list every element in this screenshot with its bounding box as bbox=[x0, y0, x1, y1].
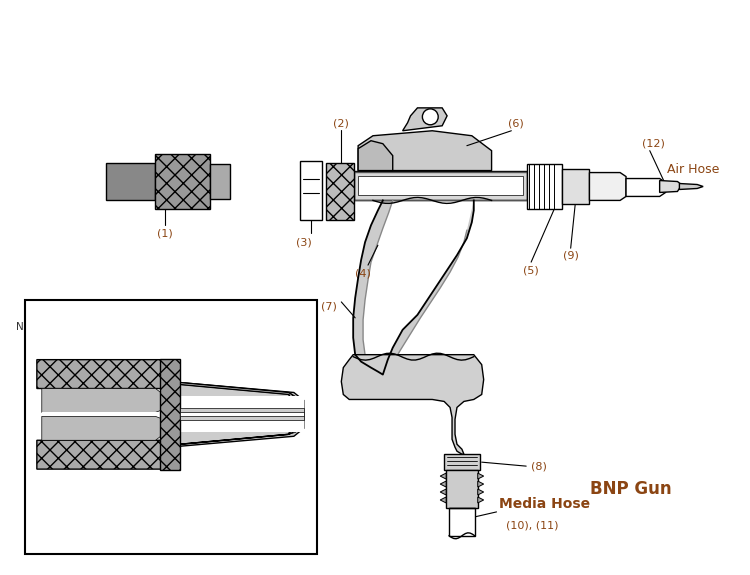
Text: Wide Spray Nozzle: Wide Spray Nozzle bbox=[37, 521, 160, 534]
Bar bbox=[180, 412, 304, 416]
Polygon shape bbox=[440, 481, 446, 487]
Text: (2): (2) bbox=[334, 119, 350, 129]
Text: (9): (9) bbox=[562, 250, 578, 260]
Text: (1): (1) bbox=[158, 228, 173, 238]
Polygon shape bbox=[478, 473, 484, 479]
Polygon shape bbox=[680, 183, 703, 190]
Polygon shape bbox=[42, 389, 164, 412]
Bar bbox=[180, 408, 304, 420]
Polygon shape bbox=[358, 141, 393, 171]
Text: (7): (7) bbox=[320, 302, 337, 312]
Circle shape bbox=[422, 109, 438, 125]
Polygon shape bbox=[660, 181, 682, 193]
Bar bbox=[180, 397, 304, 432]
Polygon shape bbox=[478, 489, 484, 495]
Bar bbox=[354, 171, 527, 201]
Text: Nozzle: Nozzle bbox=[57, 467, 92, 477]
Bar bbox=[160, 359, 180, 470]
Bar bbox=[358, 175, 524, 196]
Text: (5): (5) bbox=[524, 265, 539, 275]
Bar bbox=[449, 508, 475, 536]
Polygon shape bbox=[590, 172, 626, 201]
Bar bbox=[25, 300, 316, 554]
Polygon shape bbox=[440, 489, 446, 495]
Text: BNP Gun: BNP Gun bbox=[590, 480, 672, 498]
Text: Nozzle Nut with Guard: Nozzle Nut with Guard bbox=[16, 322, 133, 332]
Bar bbox=[444, 454, 480, 470]
Polygon shape bbox=[353, 201, 474, 374]
Polygon shape bbox=[358, 131, 491, 171]
Bar bbox=[155, 154, 210, 209]
Polygon shape bbox=[626, 178, 665, 197]
Text: Air Hose: Air Hose bbox=[667, 163, 719, 175]
Polygon shape bbox=[478, 497, 484, 503]
Polygon shape bbox=[478, 481, 484, 487]
Polygon shape bbox=[180, 419, 300, 444]
Bar bbox=[527, 164, 562, 209]
Bar bbox=[210, 164, 230, 200]
Polygon shape bbox=[37, 440, 170, 469]
Text: Media Hose: Media Hose bbox=[500, 497, 590, 511]
Polygon shape bbox=[180, 382, 300, 411]
Bar bbox=[106, 163, 155, 201]
Polygon shape bbox=[42, 416, 164, 440]
Text: (10), (11): (10), (11) bbox=[506, 521, 559, 531]
Polygon shape bbox=[37, 359, 170, 389]
Bar bbox=[562, 168, 590, 204]
Text: (12): (12) bbox=[642, 139, 665, 149]
Bar bbox=[300, 160, 322, 220]
Text: (4): (4) bbox=[356, 268, 371, 278]
Bar bbox=[446, 470, 478, 508]
Polygon shape bbox=[403, 108, 447, 131]
Text: (6): (6) bbox=[509, 119, 524, 129]
Text: (3): (3) bbox=[296, 237, 312, 247]
Polygon shape bbox=[180, 382, 304, 446]
Bar bbox=[42, 412, 205, 416]
Text: (8): (8) bbox=[531, 461, 547, 471]
Polygon shape bbox=[440, 497, 446, 503]
Text: Retaining Ring: Retaining Ring bbox=[162, 310, 238, 320]
Bar bbox=[326, 163, 354, 220]
Polygon shape bbox=[341, 355, 484, 454]
Polygon shape bbox=[440, 473, 446, 479]
Polygon shape bbox=[180, 382, 298, 434]
